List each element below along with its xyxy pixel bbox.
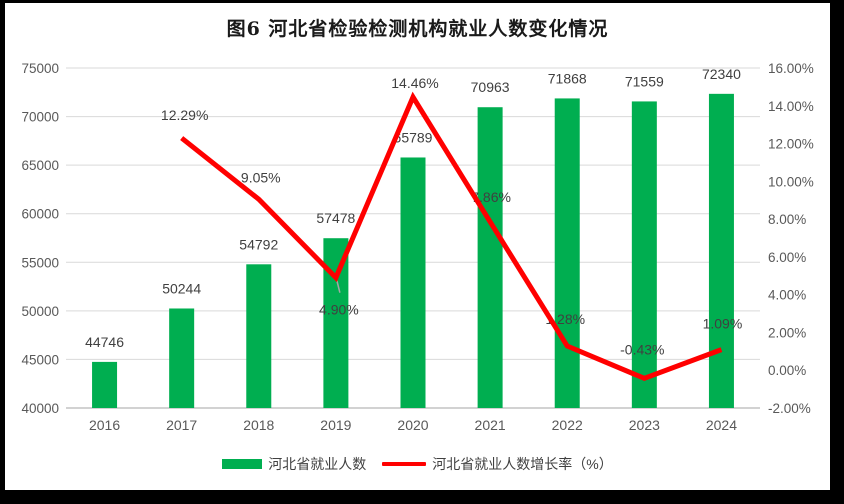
right-axis-tick-label: 6.00%: [768, 250, 806, 265]
bar-value-label: 65789: [394, 129, 433, 145]
bar: [323, 238, 349, 408]
legend-item-line: 河北省就业人数增长率（%）: [382, 454, 613, 474]
bar-value-label: 71868: [548, 70, 587, 86]
x-axis-label: 2016: [89, 417, 120, 433]
left-axis-tick-label: 55000: [21, 255, 59, 270]
legend-bars-label: 河北省就业人数: [268, 456, 367, 472]
bar: [708, 93, 734, 408]
bar-value-label: 54792: [239, 236, 278, 252]
chart-title: 图6 河北省检验检测机构就业人数变化情况: [226, 18, 609, 40]
left-axis-tick-label: 65000: [21, 158, 59, 173]
right-axis-tick-label: 16.00%: [768, 61, 814, 76]
bar: [92, 361, 118, 408]
line-point-label: 12.29%: [161, 107, 208, 123]
label-leader-line: [336, 280, 341, 293]
left-axis-tick-label: 70000: [21, 110, 59, 125]
bar: [246, 264, 272, 408]
x-axis-label: 2020: [397, 417, 428, 433]
chart-canvas: 图6 河北省检验检测机构就业人数变化情况 40000 45000 50000 5500…: [5, 3, 830, 490]
bar: [169, 308, 195, 408]
x-axis-label: 2017: [166, 417, 197, 433]
bar-value-label: 71559: [625, 73, 664, 89]
line-point-label: 9.05%: [241, 169, 281, 185]
right-axis-tick-label: 2.00%: [768, 325, 806, 340]
bar-value-label: 70963: [471, 79, 510, 95]
legend-line-label: 河北省就业人数增长率（%）: [432, 456, 613, 472]
right-axis-tick-label: 10.00%: [768, 174, 814, 189]
x-axis-label: 2023: [629, 417, 660, 433]
right-axis-tick-label: 8.00%: [768, 212, 806, 227]
legend-item-bars: 河北省就业人数: [222, 454, 366, 474]
left-axis-tick-label: 45000: [21, 352, 59, 367]
bar: [477, 107, 503, 409]
line-series-swatch-icon: [382, 462, 427, 466]
left-axis-tick-label: 40000: [21, 401, 59, 416]
x-axis-label: 2024: [706, 417, 737, 433]
line-point-label: 1.09%: [703, 316, 743, 332]
right-axis-tick-label: 0.00%: [768, 363, 806, 378]
line-point-label: 4.90%: [319, 302, 359, 318]
bar-value-label: 50244: [162, 280, 201, 296]
bar-value-label: 72340: [702, 66, 741, 82]
bar-value-label: 44746: [85, 334, 124, 350]
x-axis-label: 2021: [475, 417, 506, 433]
x-axis-label: 2019: [320, 417, 351, 433]
bar: [554, 98, 580, 408]
left-axis-tick-label: 75000: [21, 61, 59, 76]
chart-legend: 河北省就业人数 河北省就业人数增长率（%）: [5, 454, 830, 474]
line-point-label: -0.43%: [620, 341, 664, 357]
left-axis-tick-label: 50000: [21, 304, 59, 319]
x-axis-label: 2022: [552, 417, 583, 433]
right-axis-tick-label: 14.00%: [768, 99, 814, 114]
left-axis-tick-label: 60000: [21, 207, 59, 222]
bar-series-swatch-icon: [222, 459, 263, 469]
bar: [631, 101, 657, 409]
right-axis-tick-label: 12.00%: [768, 137, 814, 152]
right-axis-tick-label: 4.00%: [768, 288, 806, 303]
right-axis-tick-label: -2.00%: [768, 401, 811, 416]
bar: [400, 157, 426, 408]
line-series: [180, 91, 723, 382]
line-point-label: 7.86%: [471, 189, 511, 205]
x-axis-label: 2018: [243, 417, 274, 433]
line-point-label: 14.46%: [391, 75, 438, 91]
bar-value-label: 57478: [316, 210, 355, 226]
